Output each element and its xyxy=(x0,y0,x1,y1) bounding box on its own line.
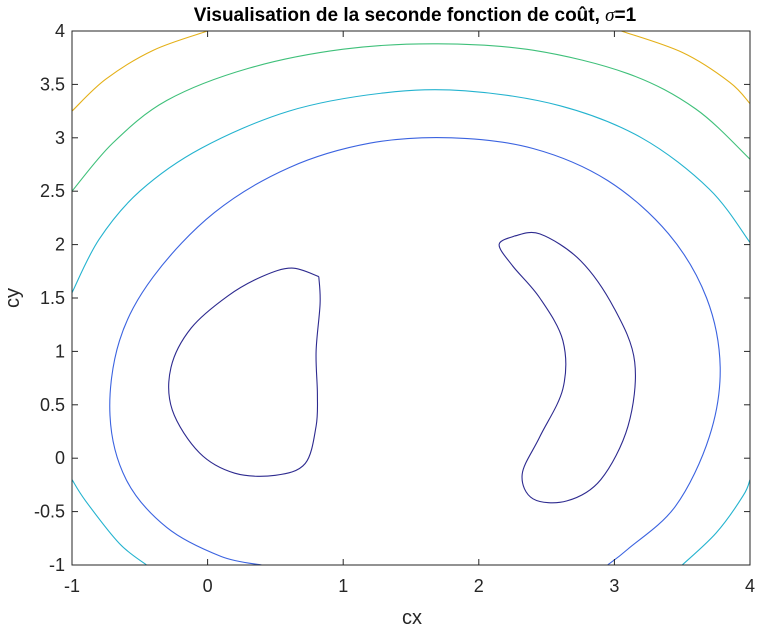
contour-level-3-segment-3 xyxy=(681,479,750,565)
y-tick-label: 3.5 xyxy=(40,74,65,94)
y-tick-label: 2 xyxy=(55,235,65,255)
x-tick-label: -1 xyxy=(64,576,80,596)
chart-title-symbol: σ xyxy=(605,5,615,26)
y-tick-label: 0 xyxy=(55,448,65,468)
x-tick-label: 4 xyxy=(745,576,755,596)
contour-level-1-segment-2 xyxy=(498,231,636,504)
y-tick-label: -0.5 xyxy=(34,502,65,522)
y-tick-label: 4 xyxy=(55,21,65,41)
x-tick-label: 0 xyxy=(203,576,213,596)
contour-level-5-segment-2 xyxy=(621,31,750,104)
x-tick-label: 2 xyxy=(474,576,484,596)
contour-level-5-segment-1 xyxy=(72,31,208,112)
y-tick-label: 2.5 xyxy=(40,181,65,201)
y-tick-label: 0.5 xyxy=(40,395,65,415)
chart-title-main: Visualisation de la seconde fonction de … xyxy=(194,5,605,26)
y-tick-label: 1 xyxy=(55,341,65,361)
contour-level-2-segment-1 xyxy=(109,136,721,565)
y-tick-label: 3 xyxy=(55,128,65,148)
plot-area-frame xyxy=(71,30,751,566)
x-tick-label: 1 xyxy=(338,576,348,596)
y-tick-label: -1 xyxy=(49,555,65,575)
x-tick-label: 3 xyxy=(609,576,619,596)
y-axis-ticks: -1 -0.5 0 0.5 1 1.5 2 2.5 3 3.5 4 xyxy=(34,21,750,575)
x-axis-ticks: -1 0 1 2 3 4 xyxy=(64,31,755,596)
contour-level-4-segment-1 xyxy=(72,43,750,192)
chart-title: Visualisation de la seconde fonction de … xyxy=(194,5,637,26)
contour-lines xyxy=(72,31,750,565)
chart-title-suffix: =1 xyxy=(615,5,637,26)
y-axis-label: cy xyxy=(2,288,24,308)
contour-level-1-segment-1 xyxy=(168,267,321,477)
contour-level-3-segment-2 xyxy=(72,479,147,565)
y-tick-label: 1.5 xyxy=(40,288,65,308)
contour-level-3-segment-1 xyxy=(72,89,750,293)
x-axis-label: cx xyxy=(402,607,422,629)
